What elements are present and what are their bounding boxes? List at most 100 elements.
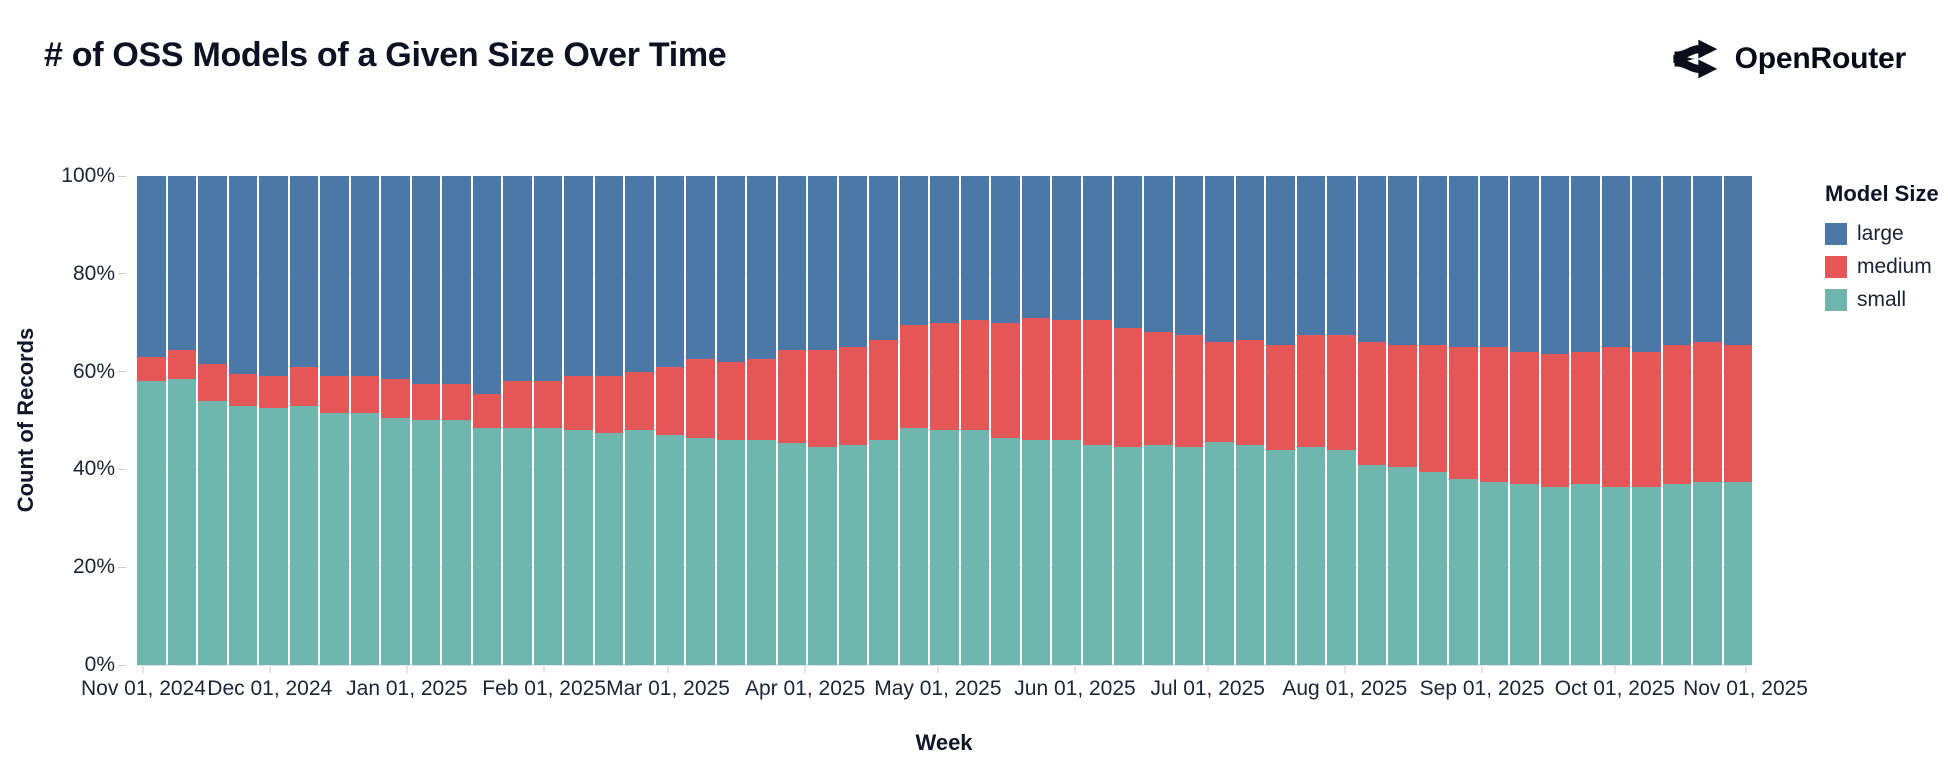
bar-segment-small	[167, 378, 197, 665]
bar-segment-small	[1082, 444, 1112, 665]
bar-week-2025-08-10	[1388, 176, 1417, 665]
x-tick-mark	[1074, 666, 1076, 673]
bar-week-2024-11-24	[259, 176, 288, 665]
bar-week-2025-01-05	[442, 176, 471, 665]
bar-week-2025-06-15	[1144, 176, 1173, 665]
bar-segment-small	[1662, 484, 1692, 665]
x-tick-mark	[269, 666, 271, 673]
bar-segment-small	[564, 430, 593, 665]
bar-segment-medium	[686, 359, 715, 438]
bar-segment-large	[777, 176, 807, 350]
y-tick-label: 80%	[72, 261, 115, 285]
bar-week-2025-09-21	[1571, 176, 1600, 665]
bar-week-2025-05-25	[1052, 176, 1081, 665]
bar-segment-small	[1357, 464, 1387, 665]
bar-week-2025-02-02	[564, 176, 593, 665]
bar-week-2025-08-24	[1449, 176, 1478, 665]
bar-segment-medium	[1540, 354, 1570, 487]
bar-segment-small	[716, 440, 746, 665]
bar-week-2025-01-26	[533, 176, 563, 665]
x-tick-label: Nov 01, 2024	[80, 677, 206, 700]
bar-week-2024-10-27	[137, 176, 166, 665]
bar-segment-medium	[869, 339, 898, 441]
y-tick-mark	[118, 175, 126, 177]
bar-week-2024-12-22	[381, 176, 410, 665]
bar-week-2025-06-22	[1174, 176, 1204, 665]
brand-name: OpenRouter	[1734, 42, 1907, 75]
bar-segment-small	[533, 427, 563, 665]
bar-week-2025-10-05	[1632, 176, 1661, 665]
bar-segment-medium	[930, 322, 959, 431]
bar-segment-large	[1052, 176, 1081, 321]
bars-layer	[137, 176, 1753, 665]
bar-week-2025-08-03	[1357, 176, 1387, 665]
bar-segment-small	[198, 400, 227, 665]
bar-segment-large	[1571, 176, 1600, 353]
bar-segment-medium	[533, 381, 563, 428]
bar-segment-large	[411, 176, 441, 384]
bar-segment-small	[1174, 447, 1204, 665]
bar-segment-medium	[808, 349, 837, 448]
bar-segment-large	[1479, 176, 1509, 348]
bar-segment-medium	[1327, 334, 1356, 450]
bar-segment-large	[1418, 176, 1448, 345]
bar-segment-medium	[1235, 339, 1265, 445]
bar-segment-small	[686, 437, 715, 665]
bar-segment-small	[1205, 442, 1234, 665]
bar-week-2025-07-20	[1296, 176, 1326, 665]
bar-segment-large	[198, 176, 227, 365]
bar-segment-large	[320, 176, 349, 377]
bar-segment-medium	[289, 366, 319, 406]
y-tick-mark	[118, 566, 126, 568]
bar-segment-large	[167, 176, 197, 350]
bar-week-2025-04-20	[899, 176, 929, 665]
bar-week-2025-01-12	[472, 176, 502, 665]
bar-segment-large	[1144, 176, 1173, 333]
openrouter-brand[interactable]: OpenRouter	[1670, 30, 1906, 88]
bar-segment-large	[442, 176, 471, 384]
bar-week-2025-09-14	[1540, 176, 1570, 665]
bar-segment-small	[259, 408, 288, 665]
x-tick-mark	[406, 666, 408, 673]
bar-segment-medium	[320, 376, 349, 414]
bar-segment-medium	[838, 347, 868, 445]
bar-segment-large	[1113, 176, 1143, 328]
bar-segment-medium	[1082, 320, 1112, 445]
legend-swatch-medium	[1825, 256, 1847, 278]
bar-segment-medium	[777, 349, 807, 443]
bar-segment-large	[930, 176, 959, 323]
bar-segment-medium	[1449, 347, 1478, 480]
bar-segment-medium	[259, 376, 288, 409]
bar-segment-small	[350, 413, 380, 665]
bar-segment-large	[1693, 176, 1722, 343]
bar-segment-small	[442, 420, 471, 665]
bar-segment-large	[899, 176, 929, 326]
x-tick-label: Feb 01, 2025	[482, 677, 607, 700]
legend-label: small	[1857, 288, 1907, 311]
bar-week-2024-12-29	[411, 176, 441, 665]
bar-segment-small	[1021, 440, 1051, 665]
bar-segment-medium	[350, 376, 380, 414]
bar-segment-small	[1510, 484, 1539, 665]
bar-segment-small	[869, 440, 898, 665]
openrouter-logo-icon	[1670, 32, 1724, 86]
bar-segment-large	[716, 176, 746, 362]
x-tick-label: Aug 01, 2025	[1282, 677, 1408, 700]
bar-segment-large	[747, 176, 776, 360]
x-tick-mark	[1614, 666, 1616, 673]
x-tick-label: Oct 01, 2025	[1554, 677, 1675, 700]
bar-segment-medium	[1723, 344, 1753, 482]
bar-segment-medium	[1266, 344, 1295, 450]
bar-segment-medium	[198, 364, 227, 401]
bar-segment-medium	[411, 383, 441, 421]
bar-segment-large	[991, 176, 1020, 323]
bar-segment-small	[594, 432, 624, 665]
bar-segment-medium	[1021, 317, 1051, 441]
bar-segment-medium	[503, 381, 532, 428]
x-tick-label: Mar 01, 2025	[606, 677, 730, 700]
bar-segment-small	[503, 427, 532, 665]
gridline-0	[137, 664, 1752, 666]
bar-segment-large	[1235, 176, 1265, 340]
legend-entries: large medium small	[1825, 222, 1948, 312]
bar-segment-large	[350, 176, 380, 377]
